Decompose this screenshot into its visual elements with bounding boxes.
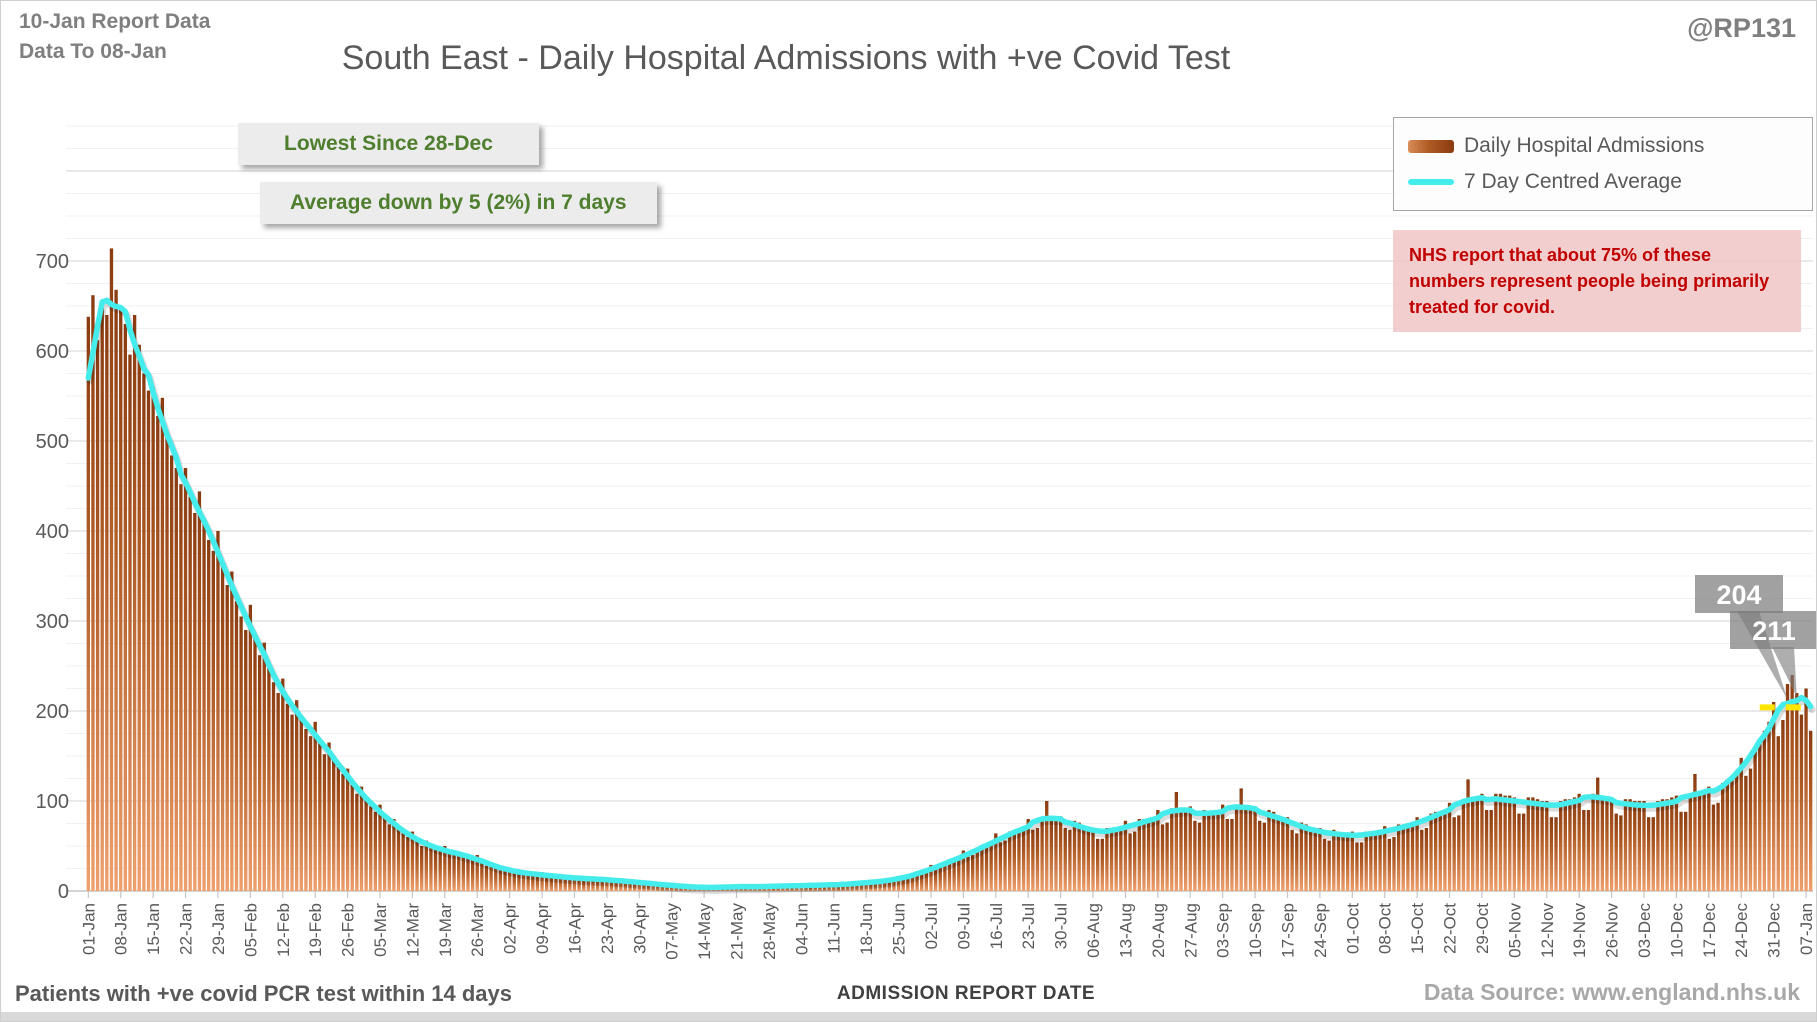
svg-text:05-Mar: 05-Mar — [371, 903, 390, 957]
data-source: Data Source: www.england.nhs.uk — [1423, 979, 1800, 1005]
legend-row-bars: Daily Hospital Admissions — [1408, 128, 1798, 164]
svg-text:09-Apr: 09-Apr — [533, 903, 552, 954]
svg-text:12-Mar: 12-Mar — [403, 903, 422, 957]
line-series-label: 7 Day Centred Average — [1464, 170, 1682, 193]
line-series-swatch — [1408, 179, 1454, 185]
annotation-average-change: Average down by 5 (2%) in 7 days — [260, 182, 657, 224]
svg-text:03-Sep: 03-Sep — [1214, 903, 1233, 958]
gridlines — [66, 125, 1813, 892]
annotation-lowest-since: Lowest Since 28-Dec — [238, 123, 539, 165]
svg-text:27-Aug: 27-Aug — [1181, 903, 1200, 958]
average-line — [85, 297, 1814, 891]
svg-text:26-Nov: 26-Nov — [1603, 903, 1622, 958]
svg-text:08-Oct: 08-Oct — [1376, 903, 1395, 954]
svg-text:100: 100 — [36, 791, 69, 813]
svg-text:07-Jan: 07-Jan — [1797, 903, 1816, 955]
svg-text:01-Oct: 01-Oct — [1343, 903, 1362, 954]
x-axis-title: ADMISSION REPORT DATE — [836, 983, 1096, 1004]
svg-text:13-Aug: 13-Aug — [1116, 903, 1135, 958]
svg-text:02-Jul: 02-Jul — [922, 903, 941, 949]
svg-text:09-Jul: 09-Jul — [954, 903, 973, 949]
svg-text:0: 0 — [58, 881, 69, 903]
footer-definition: Patients with +ve covid PCR test within … — [15, 981, 512, 1006]
admissions-bars — [86, 248, 1813, 892]
svg-text:19-Feb: 19-Feb — [306, 903, 325, 957]
svg-text:15-Jan: 15-Jan — [144, 903, 163, 955]
svg-text:17-Dec: 17-Dec — [1700, 903, 1719, 958]
svg-text:21-May: 21-May — [728, 903, 747, 960]
svg-text:200: 200 — [36, 701, 69, 723]
svg-text:24-Sep: 24-Sep — [1311, 903, 1330, 958]
bottom-border-strip — [1, 1012, 1816, 1021]
svg-text:26-Feb: 26-Feb — [339, 903, 358, 957]
data-label-callout: 211 — [1730, 611, 1816, 697]
svg-text:05-Feb: 05-Feb — [241, 903, 260, 957]
svg-text:300: 300 — [36, 611, 69, 633]
svg-text:23-Jul: 23-Jul — [1019, 903, 1038, 949]
svg-text:22-Jan: 22-Jan — [177, 903, 196, 955]
author-handle: @RP131 — [1687, 13, 1796, 43]
legend-row-line: 7 Day Centred Average — [1408, 164, 1798, 200]
svg-text:10-Dec: 10-Dec — [1667, 903, 1686, 958]
svg-text:500: 500 — [36, 431, 69, 453]
svg-text:211: 211 — [1752, 616, 1796, 646]
svg-text:01-Jan: 01-Jan — [79, 903, 98, 955]
svg-text:20-Aug: 20-Aug — [1149, 903, 1168, 958]
svg-text:16-Jul: 16-Jul — [987, 903, 1006, 949]
svg-text:31-Dec: 31-Dec — [1765, 903, 1784, 958]
svg-text:06-Aug: 06-Aug — [1084, 903, 1103, 958]
bar-series-swatch — [1408, 139, 1454, 153]
svg-text:26-Mar: 26-Mar — [468, 903, 487, 957]
report-meta: 10-Jan Report Data Data To 08-Jan — [19, 7, 210, 68]
svg-text:204: 204 — [1716, 580, 1761, 610]
svg-text:22-Oct: 22-Oct — [1441, 903, 1460, 954]
svg-text:700: 700 — [36, 251, 69, 273]
svg-text:28-May: 28-May — [760, 903, 779, 960]
svg-text:24-Dec: 24-Dec — [1732, 903, 1751, 958]
data-label-callout: 204 — [1695, 575, 1788, 700]
svg-text:30-Jul: 30-Jul — [1052, 903, 1071, 949]
svg-text:600: 600 — [36, 341, 69, 363]
svg-text:30-Apr: 30-Apr — [630, 903, 649, 954]
report-date-line: 10-Jan Report Data — [19, 10, 211, 33]
svg-text:11-Jun: 11-Jun — [825, 903, 844, 954]
svg-text:07-May: 07-May — [663, 903, 682, 960]
svg-text:08-Jan: 08-Jan — [112, 903, 131, 955]
svg-text:05-Nov: 05-Nov — [1505, 903, 1524, 958]
y-axis-labels: 0 100 200 300 400 500 600 700 — [36, 251, 69, 903]
svg-text:16-Apr: 16-Apr — [565, 903, 584, 954]
svg-text:29-Oct: 29-Oct — [1473, 903, 1492, 954]
bar-series-label: Daily Hospital Admissions — [1464, 134, 1705, 157]
svg-text:400: 400 — [36, 521, 69, 543]
nhs-note: NHS report that about 75% of these numbe… — [1393, 230, 1801, 333]
svg-text:17-Sep: 17-Sep — [1278, 903, 1297, 958]
svg-text:25-Jun: 25-Jun — [890, 903, 909, 955]
svg-text:04-Jun: 04-Jun — [792, 903, 811, 955]
svg-text:03-Dec: 03-Dec — [1635, 903, 1654, 958]
chart-title: South East - Daily Hospital Admissions w… — [341, 39, 1231, 77]
svg-text:18-Jun: 18-Jun — [857, 903, 876, 955]
svg-text:29-Jan: 29-Jan — [209, 903, 228, 955]
svg-text:19-Mar: 19-Mar — [436, 903, 455, 957]
svg-text:10-Sep: 10-Sep — [1246, 903, 1265, 958]
data-to-line: Data To 08-Jan — [19, 40, 167, 64]
svg-text:14-May: 14-May — [695, 903, 714, 960]
svg-text:19-Nov: 19-Nov — [1570, 903, 1589, 958]
svg-text:12-Nov: 12-Nov — [1538, 903, 1557, 958]
x-axis-labels: 01-Jan 08-Jan 15-Jan 22-Jan 29-Jan 05-Feb 12-F… — [79, 891, 1816, 960]
svg-text:02-Apr: 02-Apr — [501, 903, 520, 954]
svg-text:12-Feb: 12-Feb — [274, 903, 293, 957]
svg-text:23-Apr: 23-Apr — [598, 903, 617, 954]
chart-legend: Daily Hospital Admissions 7 Day Centred … — [1393, 117, 1813, 211]
svg-text:15-Oct: 15-Oct — [1408, 903, 1427, 954]
